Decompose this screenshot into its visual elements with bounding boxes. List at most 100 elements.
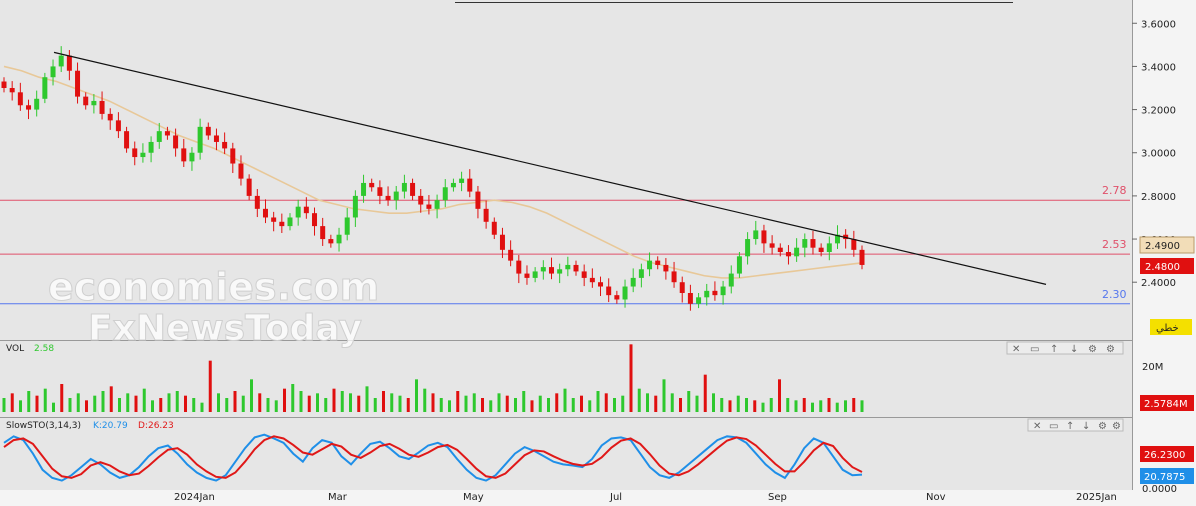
volume-bar [365, 386, 369, 412]
x-tick-jul: Jul [609, 492, 622, 503]
volume-bar [679, 398, 682, 412]
stoch-axis-tick: 0.0000 [1142, 484, 1177, 495]
volume-bar [786, 398, 790, 412]
stoch-label: SlowSTO(3,14,3) [6, 421, 81, 431]
volume-bar [753, 400, 757, 412]
stoch-close-icon[interactable]: ✕ [1033, 421, 1041, 432]
candle-body [622, 286, 628, 300]
candle-body [328, 239, 334, 244]
volume-arrow-up-icon[interactable]: ↑ [1050, 344, 1058, 355]
volume-bar [745, 398, 748, 412]
volume-gear-icon[interactable]: ⚙ [1088, 344, 1097, 355]
volume-bar [406, 398, 410, 412]
volume-bar [357, 395, 361, 412]
volume-settings-icon[interactable]: ⚙ [1106, 344, 1115, 355]
candle-body [769, 243, 775, 248]
stoch-settings-icon[interactable]: ⚙ [1112, 421, 1121, 432]
volume-bar [52, 402, 55, 412]
volume-bar [142, 388, 146, 412]
volume-bar [670, 393, 674, 412]
volume-bar [332, 388, 336, 412]
misc-tag: خطي [1156, 323, 1179, 334]
candle-body [246, 178, 252, 196]
candle-body [679, 282, 685, 293]
candle-body [369, 182, 375, 188]
candle-body [83, 96, 89, 106]
volume-bar [588, 400, 592, 412]
volume-bar [794, 400, 798, 412]
watermark-line2: FxNewsToday [88, 308, 362, 349]
volume-bar [423, 388, 427, 412]
volume-bar [373, 398, 377, 412]
volume-bar [736, 395, 740, 412]
volume-bar [291, 384, 295, 412]
candle-body [295, 206, 301, 218]
candle-body [450, 182, 456, 188]
volume-close-icon[interactable]: ✕ [1012, 344, 1020, 355]
volume-bar [662, 379, 666, 412]
candle-body [655, 260, 661, 265]
candle-body [173, 135, 179, 149]
x-tick-nov: Nov [926, 492, 946, 503]
volume-bar [68, 398, 72, 412]
candle-body [9, 88, 15, 93]
candle-body [148, 141, 154, 153]
volume-bar [109, 386, 113, 412]
volume-bar [687, 391, 691, 412]
volume-bar [844, 400, 847, 412]
volume-bar [802, 398, 806, 412]
stoch-k-tag: 20.7875 [1144, 472, 1185, 483]
stoch-gear-icon[interactable]: ⚙ [1098, 421, 1107, 432]
candle-body [66, 55, 72, 71]
volume-window-icon[interactable]: ▭ [1030, 344, 1039, 355]
candlesticks [1, 46, 865, 311]
stoch-arrow-up-icon[interactable]: ↑ [1066, 421, 1074, 432]
volume-bar [563, 388, 567, 412]
volume-bar [10, 393, 14, 412]
x-tick-2025jan: 2025Jan [1076, 492, 1117, 503]
candle-body [802, 239, 808, 248]
stoch-window-icon[interactable]: ▭ [1049, 421, 1058, 432]
candle-body [401, 182, 407, 192]
volume-bar [225, 398, 229, 412]
candle-body [810, 239, 816, 248]
volume-value: 2.58 [34, 344, 54, 354]
volume-bar [266, 398, 270, 412]
candle-body [516, 260, 522, 274]
volume-bar [769, 398, 773, 412]
volume-bar [695, 395, 699, 412]
candle-body [442, 187, 448, 201]
stoch-arrow-down-icon[interactable]: ↓ [1082, 421, 1090, 432]
candle-body [532, 271, 538, 278]
candle-body [385, 195, 391, 201]
support-label-230: 2.30 [1102, 288, 1127, 301]
volume-bar [2, 398, 6, 412]
volume-bar [382, 391, 385, 412]
volume-bar [233, 391, 237, 412]
candle-body [745, 239, 751, 257]
volume-bar [93, 395, 97, 412]
volume-bar [324, 398, 328, 412]
candle-body [859, 249, 865, 265]
ma-line [3, 65, 863, 279]
candle-body [794, 247, 800, 257]
candle-body [181, 148, 187, 162]
misc-tag-bg [1150, 319, 1192, 335]
volume-bar [27, 391, 31, 412]
volume-bar [340, 391, 344, 412]
volume-arrow-down-icon[interactable]: ↓ [1070, 344, 1078, 355]
volume-bar [835, 402, 839, 412]
volume-bar [175, 391, 179, 412]
candle-body [720, 286, 726, 296]
price-tick-label: 3.4000 [1141, 62, 1176, 73]
volume-panel-controls: ✕ ▭ ↑ ↓ ⚙ ⚙ [1006, 341, 1124, 355]
candle-body [736, 256, 742, 274]
candle-body [262, 208, 268, 218]
candle-body [826, 243, 832, 252]
candle-body [140, 152, 146, 158]
candle-body [1, 81, 7, 88]
candle-body [565, 264, 571, 270]
candle-body [320, 226, 326, 240]
candle-body [581, 271, 587, 278]
